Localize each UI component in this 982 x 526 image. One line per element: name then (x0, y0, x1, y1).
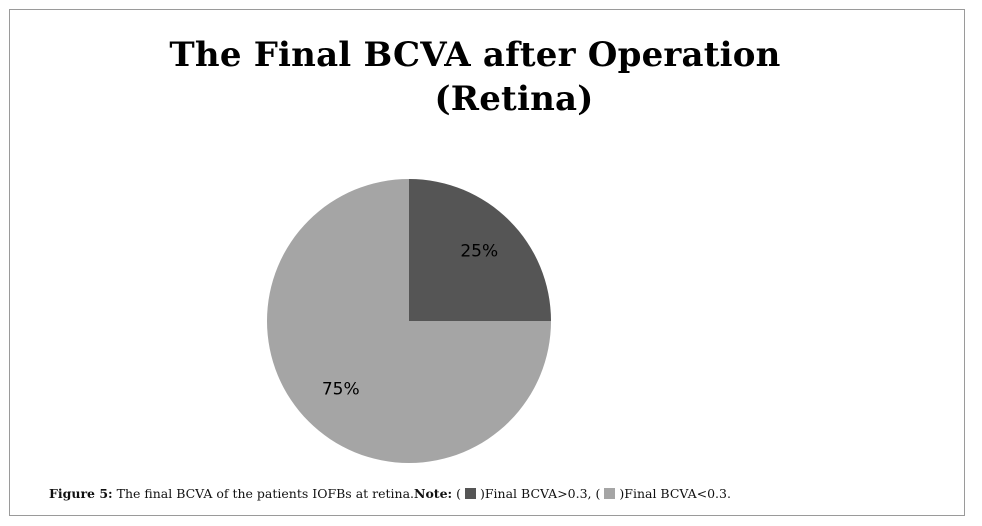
pie-slice-2 (267, 179, 551, 463)
caption-text: The final BCVA of the patients IOFBs at … (112, 486, 415, 501)
chart-subtitle: (Retina) (434, 79, 594, 119)
pie-slice-1 (409, 179, 551, 321)
chart-frame: The Final BCVA after Operation (Retina) … (9, 9, 965, 516)
pie-slices (267, 179, 551, 463)
chart-title: The Final BCVA after Operation (169, 35, 781, 75)
pie-label-1: 25% (460, 242, 498, 262)
figure-label: Figure 5: (49, 486, 113, 501)
pie-chart: 25% 75% (267, 179, 551, 463)
legend-swatch-dark (465, 488, 476, 499)
figure-caption: Figure 5: The final BCVA of the patients… (49, 486, 731, 501)
legend-item-2: )Final BCVA<0.3. (619, 486, 731, 501)
note-label: Note: (414, 486, 453, 501)
pie-label-2: 75% (322, 379, 360, 399)
caption-paren: ( (452, 486, 461, 501)
legend-item-1: )Final BCVA>0.3, ( (480, 486, 601, 501)
pie-labels: 25% 75% (322, 242, 498, 400)
legend-swatch-light (604, 488, 616, 499)
